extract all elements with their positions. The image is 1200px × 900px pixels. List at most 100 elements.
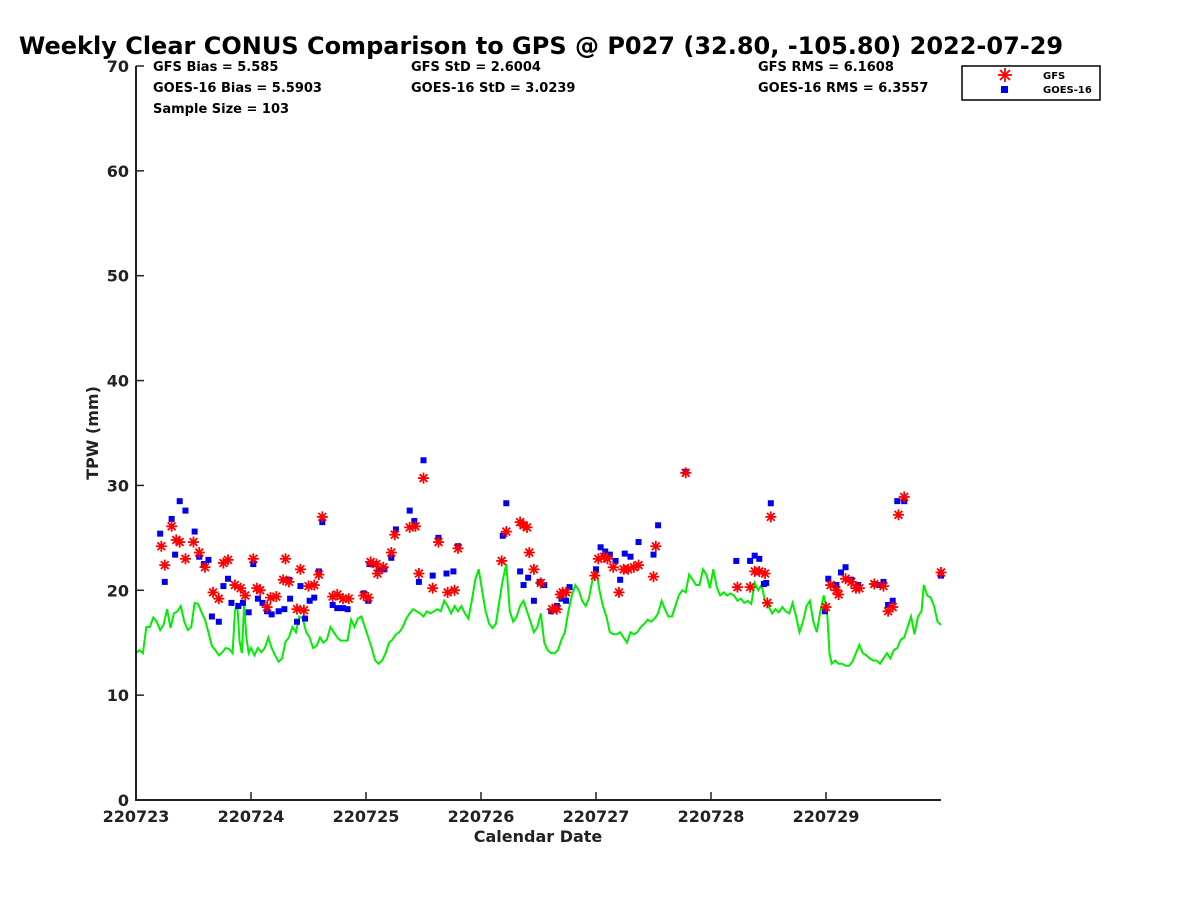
x-tick-label: 220725	[333, 807, 400, 826]
legend-goes-label: GOES-16	[1043, 85, 1092, 96]
goes-point	[294, 618, 300, 625]
gfs-point	[235, 582, 247, 594]
gfs-point	[270, 591, 282, 603]
y-tick-label: 20	[107, 581, 129, 600]
gfs-point	[316, 511, 328, 523]
goes-point	[885, 601, 892, 608]
gfs-point	[878, 580, 889, 592]
goes-point	[161, 578, 168, 585]
goes-point	[268, 611, 275, 618]
y-tick-label: 70	[107, 57, 129, 76]
goes-point	[763, 579, 770, 586]
gfs-point	[820, 601, 832, 613]
goes-point	[606, 551, 613, 558]
x-tick-label: 220727	[563, 807, 630, 826]
goes-point	[597, 544, 604, 551]
y-tick-label: 0	[118, 791, 129, 810]
gfs-std-stat: GFS StD = 2.6004	[411, 60, 541, 75]
goes-point	[635, 539, 642, 546]
goes-point	[191, 528, 198, 535]
gfs-point	[188, 536, 199, 548]
gfs-point	[331, 588, 343, 600]
gfs-point	[418, 472, 429, 484]
gps-line	[135, 563, 942, 667]
y-tick-label: 10	[107, 686, 129, 705]
goes-point	[593, 566, 599, 573]
gfs-point	[761, 597, 773, 609]
legend-box	[961, 65, 1101, 101]
goes-point	[228, 599, 235, 606]
x-tick-label: 220726	[448, 807, 515, 826]
y-tick-label: 30	[107, 476, 129, 495]
gfs-point	[613, 586, 625, 598]
x-tick-label: 220724	[218, 807, 285, 826]
goes-point	[612, 557, 619, 564]
y-tick-label: 60	[107, 162, 129, 181]
goes-point	[825, 575, 832, 582]
gfs-point	[602, 553, 613, 565]
gfs-point	[765, 511, 777, 523]
gfs-point	[294, 563, 306, 575]
goes-point	[172, 551, 179, 558]
goes-point	[627, 553, 634, 560]
goes-point	[208, 613, 215, 620]
legend-gfs-marker	[998, 68, 1012, 82]
gfs-point	[174, 536, 186, 548]
sample-size-stat: Sample Size = 103	[153, 102, 289, 117]
gfs-point	[409, 520, 421, 532]
gfs-point	[343, 593, 355, 605]
goes-point	[235, 603, 242, 610]
goes-bias-stat: GOES-16 Bias = 5.5903	[153, 81, 322, 96]
goes-rms-stat: GOES-16 RMS = 6.3557	[758, 81, 928, 96]
gfs-point	[452, 542, 464, 554]
y-tick-label: 50	[107, 267, 129, 286]
goes-point	[375, 566, 382, 573]
gfs-point	[892, 509, 904, 521]
gfs-point	[213, 593, 225, 605]
data-marks	[155, 457, 947, 625]
gfs-point	[853, 582, 865, 594]
legend: GFS GOES-16	[961, 65, 1101, 101]
gfs-point	[449, 584, 461, 596]
x-tick-label: 220729	[793, 807, 860, 826]
gfs-point	[560, 586, 572, 598]
legend-goes-marker	[1001, 86, 1008, 93]
goes-point	[875, 582, 882, 589]
goes-point	[889, 597, 896, 604]
gfs-point	[291, 603, 303, 615]
gfs-point	[887, 601, 899, 613]
gfs-point	[535, 577, 547, 589]
gfs-point	[199, 561, 211, 573]
gfs-point	[239, 590, 251, 602]
gfs-point	[935, 566, 947, 578]
gfs-point	[521, 521, 533, 533]
goes-point	[329, 601, 336, 608]
gfs-point	[759, 568, 771, 580]
gfs-point	[166, 520, 178, 532]
y-tick-label: 40	[107, 372, 129, 391]
goes-point	[821, 608, 828, 615]
goes-point	[894, 498, 901, 505]
goes-point	[733, 557, 740, 564]
gfs-point	[413, 568, 425, 580]
goes-point	[747, 557, 754, 564]
gps-series	[135, 563, 942, 667]
goes-point	[157, 530, 164, 537]
gfs-point	[633, 559, 645, 571]
statistics-block: GFS Bias = 5.585 GOES-16 Bias = 5.5903 S…	[153, 60, 928, 117]
goes-point	[287, 595, 294, 602]
chart-title: Weekly Clear CONUS Comparison to GPS @ P…	[19, 32, 1063, 60]
gfs-point	[159, 559, 171, 571]
goes-point	[443, 570, 450, 577]
goes-point	[215, 618, 222, 625]
x-tick-label: 220723	[103, 807, 170, 826]
gfs-point	[385, 547, 397, 559]
goes-point	[520, 582, 527, 589]
gfs-point	[650, 540, 662, 552]
gfs-point	[551, 603, 563, 615]
gfs-point	[298, 604, 310, 616]
gfs-point	[193, 547, 205, 559]
gfs-point	[313, 569, 325, 581]
